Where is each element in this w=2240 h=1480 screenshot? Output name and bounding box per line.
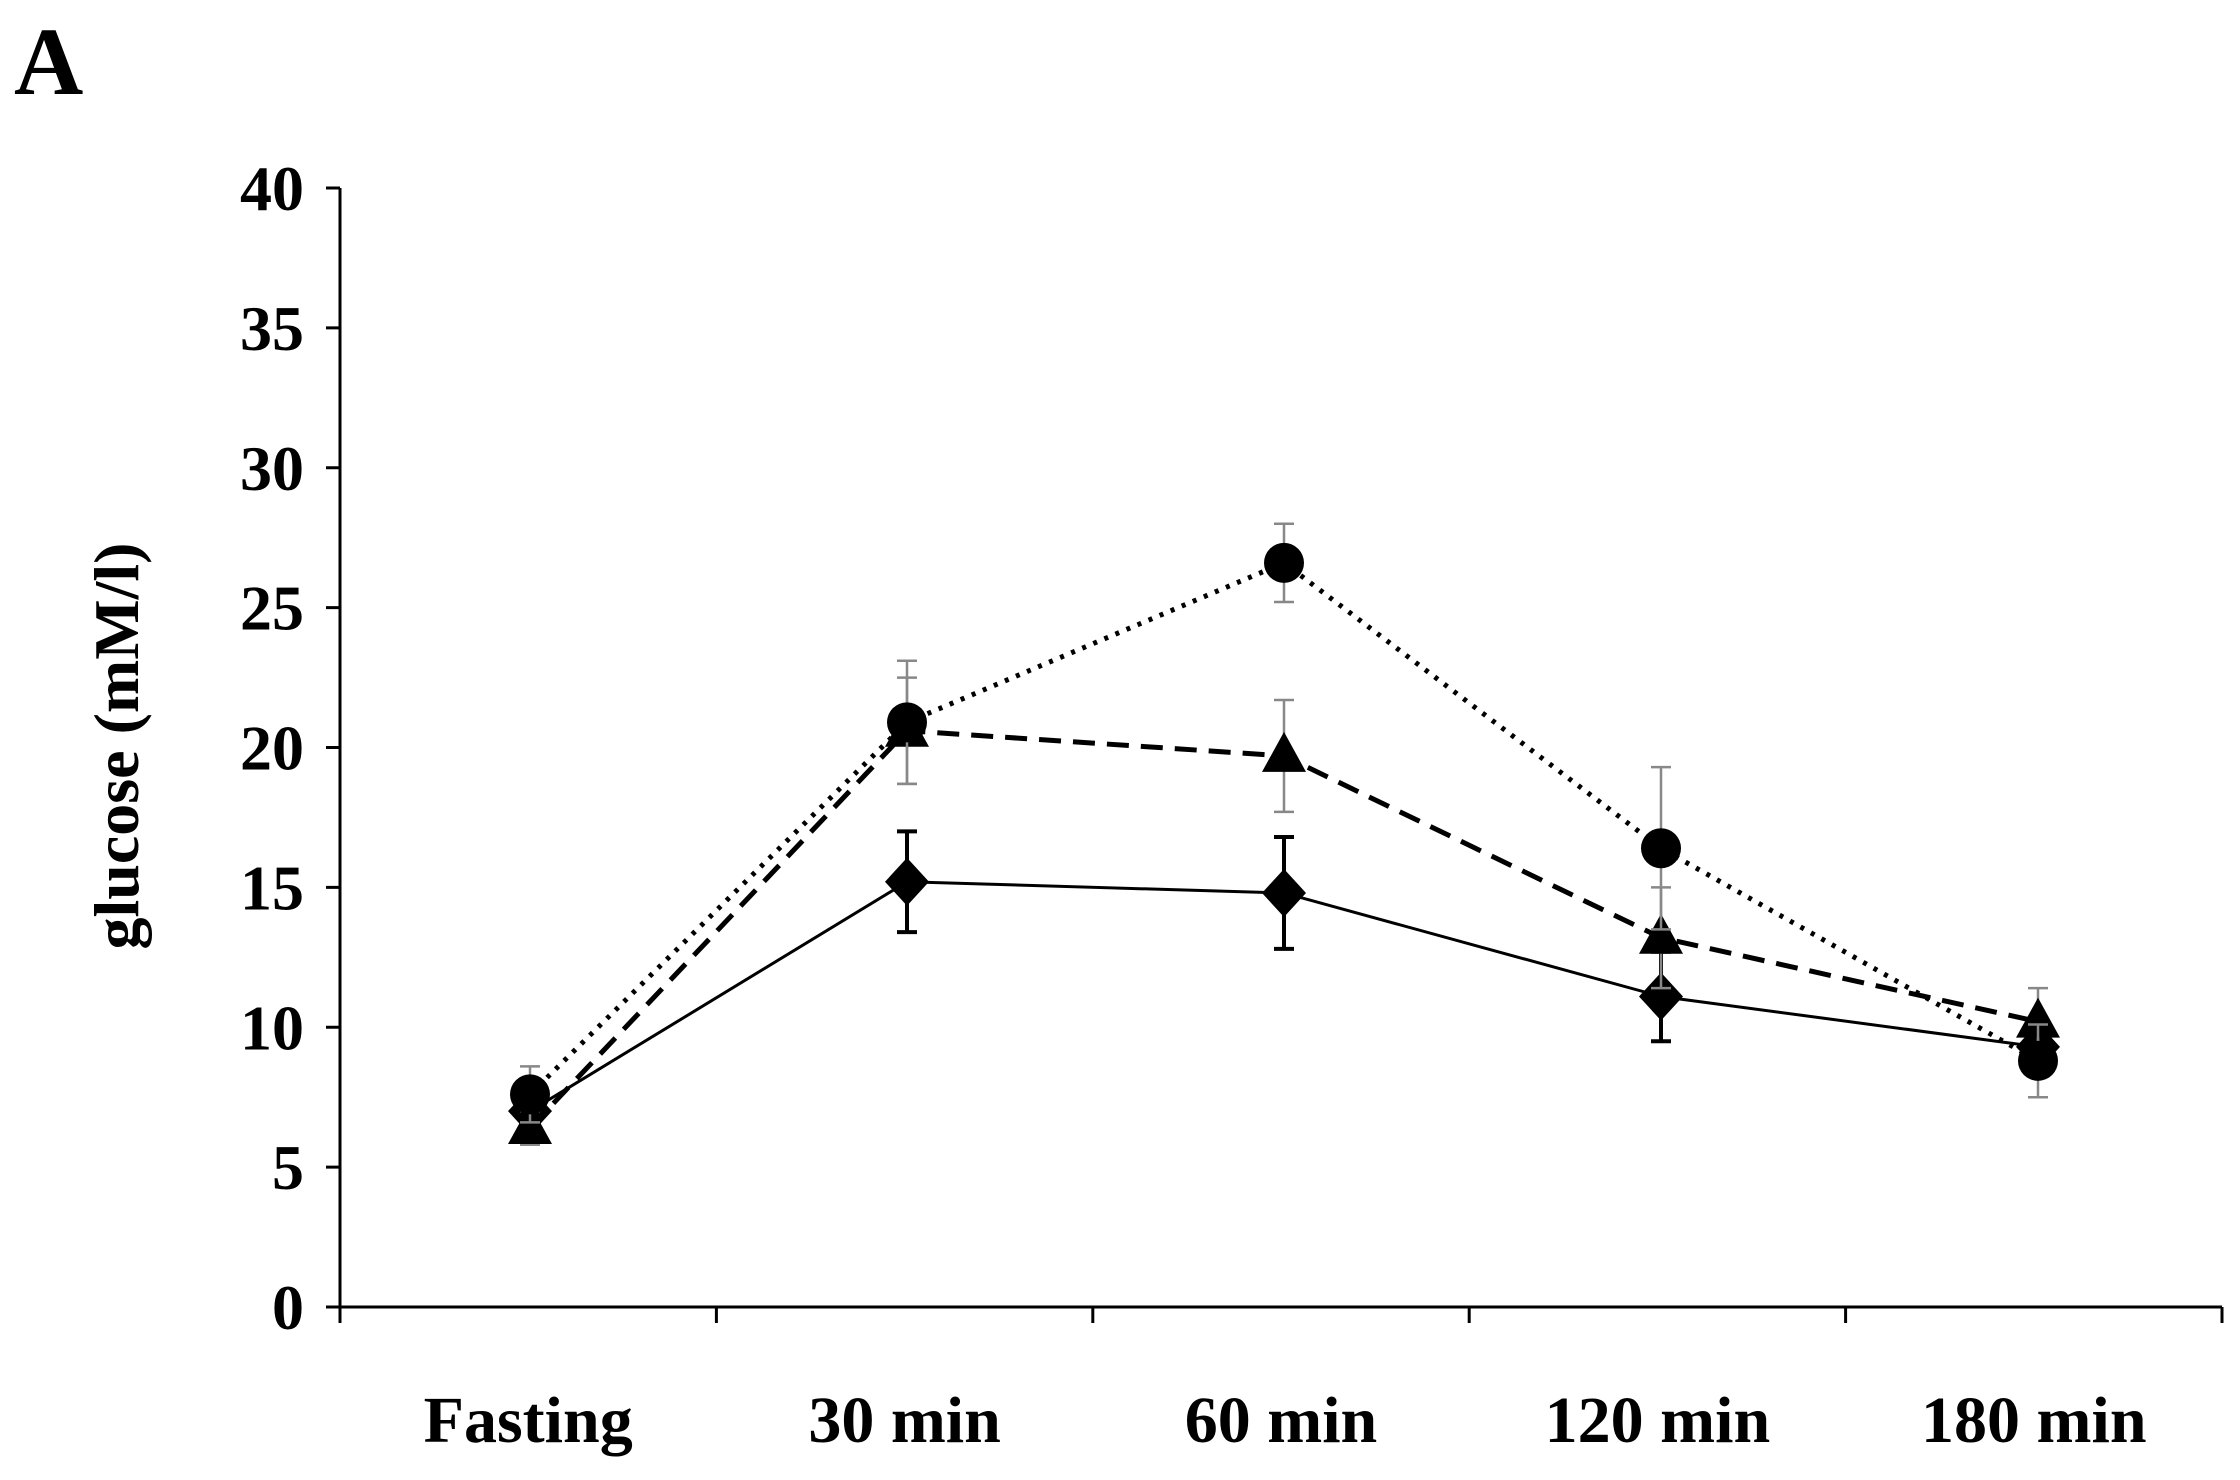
y-ticks: 0 5 10 15 20 25 30 35 40 xyxy=(240,153,340,1343)
data-point-circle xyxy=(2018,1040,2058,1081)
x-tick-label: 180 min xyxy=(1921,1384,2147,1457)
data-point-diamond xyxy=(885,857,929,906)
y-tick-label: 15 xyxy=(240,852,304,923)
series-circle-dotted xyxy=(510,522,2058,1124)
data-point-triangle xyxy=(508,1103,552,1144)
y-axis-label: glucose (mM/l) xyxy=(81,543,152,950)
series-group xyxy=(508,522,2060,1146)
data-point-circle xyxy=(1264,542,1304,583)
data-point-diamond xyxy=(1639,972,1683,1021)
data-point-circle xyxy=(510,1074,550,1115)
x-tick-label: 120 min xyxy=(1545,1384,1771,1457)
y-tick-label: 20 xyxy=(240,713,304,784)
y-tick-label: 10 xyxy=(240,992,304,1063)
y-tick-label: 25 xyxy=(240,573,304,644)
y-tick-label: 0 xyxy=(272,1272,304,1343)
data-point-diamond xyxy=(1262,868,1306,917)
x-tick-label: 60 min xyxy=(1185,1384,1378,1457)
data-point-triangle xyxy=(1639,913,1683,954)
y-tick-label: 5 xyxy=(272,1132,304,1203)
x-ticks: Fasting 30 min 60 min 120 min 180 min xyxy=(338,1307,2224,1457)
y-tick-label: 40 xyxy=(240,153,304,224)
data-point-triangle xyxy=(1262,731,1306,772)
panel-label: A xyxy=(14,8,84,115)
data-point-triangle xyxy=(2016,997,2060,1038)
x-tick-label: 30 min xyxy=(808,1384,1001,1457)
y-tick-label: 30 xyxy=(240,433,304,504)
data-point-circle xyxy=(1641,828,1681,869)
y-tick-label: 35 xyxy=(240,293,304,364)
x-tick-label: Fasting xyxy=(424,1384,633,1457)
data-point-circle xyxy=(887,702,927,743)
series-line xyxy=(528,559,2040,1097)
series-diamond-solid xyxy=(508,829,2060,1136)
